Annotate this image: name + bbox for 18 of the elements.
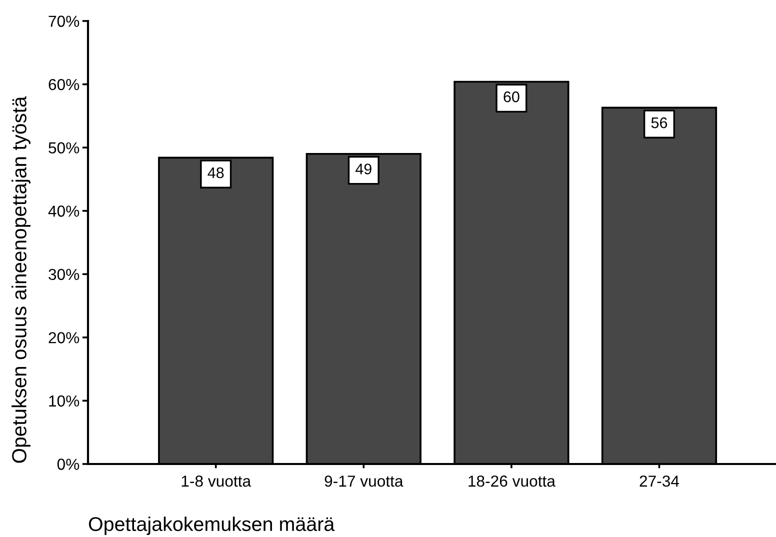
x-tick-label: 18-26 vuotta (468, 476, 556, 487)
data-label: 48 (208, 167, 224, 178)
data-label: 49 (356, 164, 372, 174)
y-tick-label: 70% (48, 16, 80, 27)
data-label: 56 (651, 117, 668, 128)
y-tick-label: 10% (49, 395, 80, 407)
y-tick-label: 60% (48, 78, 80, 90)
x-tick-label: 9-17 vuotta (324, 476, 404, 487)
x-tick-label: 1-8 vuotta (182, 476, 252, 487)
y-tick-label: 40% (48, 206, 80, 217)
y-tick-label: 50% (48, 142, 80, 154)
y-tick-label: 0% (57, 458, 80, 470)
y-tick-label: 30% (48, 268, 80, 280)
y-tick-label: 20% (48, 332, 80, 344)
data-label: 60 (504, 91, 520, 102)
x-tick-label: 27-34 (640, 476, 680, 487)
x-axis-title: Opettajakokemuksen määrä (88, 516, 335, 535)
y-axis-title: Opetuksen osuus aineenopettajan työstä (12, 96, 30, 463)
